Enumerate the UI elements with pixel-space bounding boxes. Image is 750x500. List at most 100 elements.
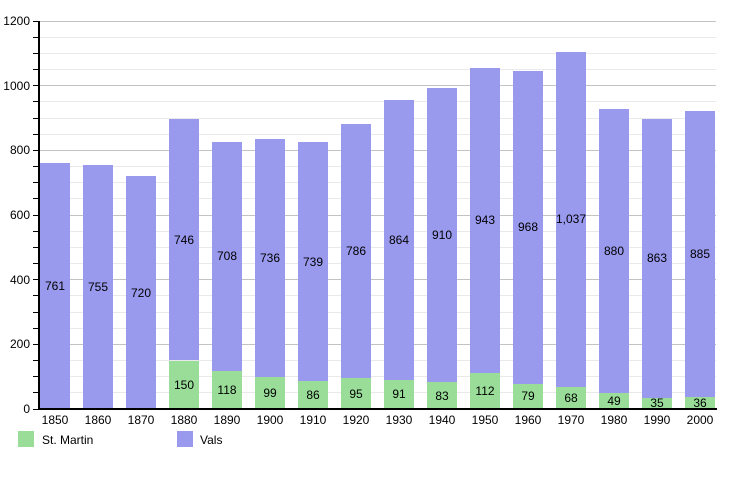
y-axis-tick <box>33 36 39 38</box>
minor-gridline <box>39 311 716 313</box>
legend-label-st-martin: St. Martin <box>42 433 94 447</box>
bar-vals-1950 <box>470 67 500 373</box>
y-axis-tick <box>33 230 39 232</box>
y-axis-tick <box>33 182 39 184</box>
bar-st-martin-1980 <box>599 393 629 409</box>
bar-value-vals-1930: 864 <box>388 232 410 247</box>
bar-value-st-martin-1880: 150 <box>173 377 195 392</box>
bar-vals-1860 <box>83 164 113 409</box>
y-axis-tick <box>33 52 39 54</box>
bar-value-st-martin-1970: 68 <box>564 391 578 405</box>
bar-value-st-martin-1950: 112 <box>475 383 495 398</box>
bar-value-st-martin-1990: 35 <box>650 396 664 411</box>
y-axis-label-800: 800 <box>9 143 30 158</box>
bar-value-vals-1940: 910 <box>431 228 453 242</box>
y-axis-label-0: 0 <box>23 402 30 416</box>
minor-gridline <box>39 101 716 103</box>
minor-gridline <box>39 133 716 135</box>
y-axis-tick <box>33 311 39 313</box>
y-axis-tick <box>33 198 39 200</box>
bar-st-martin-1950 <box>470 372 500 409</box>
bar-vals-1970 <box>556 51 586 387</box>
minor-gridline <box>39 230 716 232</box>
bar-value-vals-1880: 746 <box>173 232 195 247</box>
bar-value-st-martin-1910: 86 <box>306 388 320 403</box>
minor-gridline <box>39 182 716 184</box>
bar-value-st-martin-1980: 49 <box>607 394 621 409</box>
bar-st-martin-2000 <box>685 397 715 409</box>
bar-vals-1900 <box>255 139 285 377</box>
bar-value-st-martin-1900: 99 <box>263 386 277 400</box>
bar-value-vals-1860: 755 <box>87 279 109 294</box>
bar-value-st-martin-1960: 79 <box>521 389 535 404</box>
x-axis-label-1880: 1880 <box>170 413 198 427</box>
x-axis-label-1990: 1990 <box>643 413 671 427</box>
major-gridline <box>39 343 716 345</box>
bar-st-martin-1960 <box>513 383 543 409</box>
bar-value-vals-1970: 1,037 <box>555 212 587 227</box>
bar-vals-1930 <box>384 100 414 380</box>
x-axis-label-1980: 1980 <box>600 413 628 427</box>
y-axis-tick <box>33 279 39 281</box>
bar-st-martin-1910 <box>298 381 328 409</box>
bar-vals-1870 <box>126 176 156 409</box>
y-axis-tick <box>33 117 39 119</box>
x-axis-label-1870: 1870 <box>127 413 155 427</box>
legend-swatch-st-martin <box>18 431 34 447</box>
bar-vals-1850 <box>40 162 70 409</box>
major-gridline <box>39 279 716 281</box>
y-axis-tick <box>33 133 39 135</box>
y-axis-tick <box>33 408 39 410</box>
y-axis-tick <box>33 166 39 167</box>
minor-gridline <box>39 166 716 167</box>
bar-vals-2000 <box>685 111 715 398</box>
bar-st-martin-1990 <box>642 397 672 409</box>
bar-st-martin-1900 <box>255 377 285 409</box>
major-gridline <box>39 20 716 22</box>
bar-value-vals-1950: 943 <box>474 213 496 228</box>
major-gridline <box>39 214 716 216</box>
y-axis-tick <box>33 392 39 394</box>
x-axis <box>38 408 717 410</box>
bar-st-martin-1880 <box>169 360 199 409</box>
major-gridline <box>39 149 716 151</box>
bar-st-martin-1890 <box>212 370 242 409</box>
y-axis-tick <box>33 343 39 345</box>
bar-value-vals-2000: 885 <box>689 247 711 262</box>
x-axis-label-1850: 1850 <box>41 413 69 427</box>
x-axis-label-1920: 1920 <box>342 413 370 427</box>
x-axis-label-1970: 1970 <box>557 413 585 427</box>
y-axis-tick <box>33 101 39 103</box>
bar-vals-1990 <box>642 118 672 398</box>
bar-vals-1890 <box>212 141 242 371</box>
y-axis <box>38 21 40 410</box>
minor-gridline <box>39 327 716 329</box>
x-axis-label-1960: 1960 <box>514 413 542 427</box>
y-axis-tick <box>33 376 39 378</box>
bar-value-st-martin-1930: 91 <box>392 387 406 402</box>
bar-value-vals-1900: 736 <box>259 251 281 265</box>
x-axis-label-1930: 1930 <box>385 413 413 427</box>
bar-vals-1920 <box>341 124 371 379</box>
bar-value-st-martin-1920: 95 <box>349 386 363 401</box>
bar-value-vals-1870: 720 <box>130 285 152 300</box>
minor-gridline <box>39 360 716 361</box>
bar-vals-1910 <box>298 142 328 382</box>
bar-value-vals-1960: 968 <box>517 220 539 234</box>
minor-gridline <box>39 392 716 394</box>
x-axis-label-1900: 1900 <box>256 413 284 427</box>
bar-value-vals-1910: 739 <box>302 254 324 269</box>
bar-st-martin-1970 <box>556 387 586 409</box>
x-axis-label-1910: 1910 <box>299 413 327 427</box>
bar-value-st-martin-1940: 83 <box>435 388 449 403</box>
bar-value-vals-1920: 786 <box>345 244 367 259</box>
y-axis-tick <box>33 85 39 87</box>
x-axis-label-1950: 1950 <box>471 413 499 427</box>
bar-value-vals-1850: 761 <box>44 279 66 293</box>
minor-gridline <box>39 295 716 297</box>
y-axis-label-400: 400 <box>9 272 30 287</box>
y-axis-tick <box>33 214 39 216</box>
x-axis-label-1940: 1940 <box>428 413 456 427</box>
y-axis-label-600: 600 <box>9 208 30 222</box>
bar-st-martin-1920 <box>341 378 371 409</box>
